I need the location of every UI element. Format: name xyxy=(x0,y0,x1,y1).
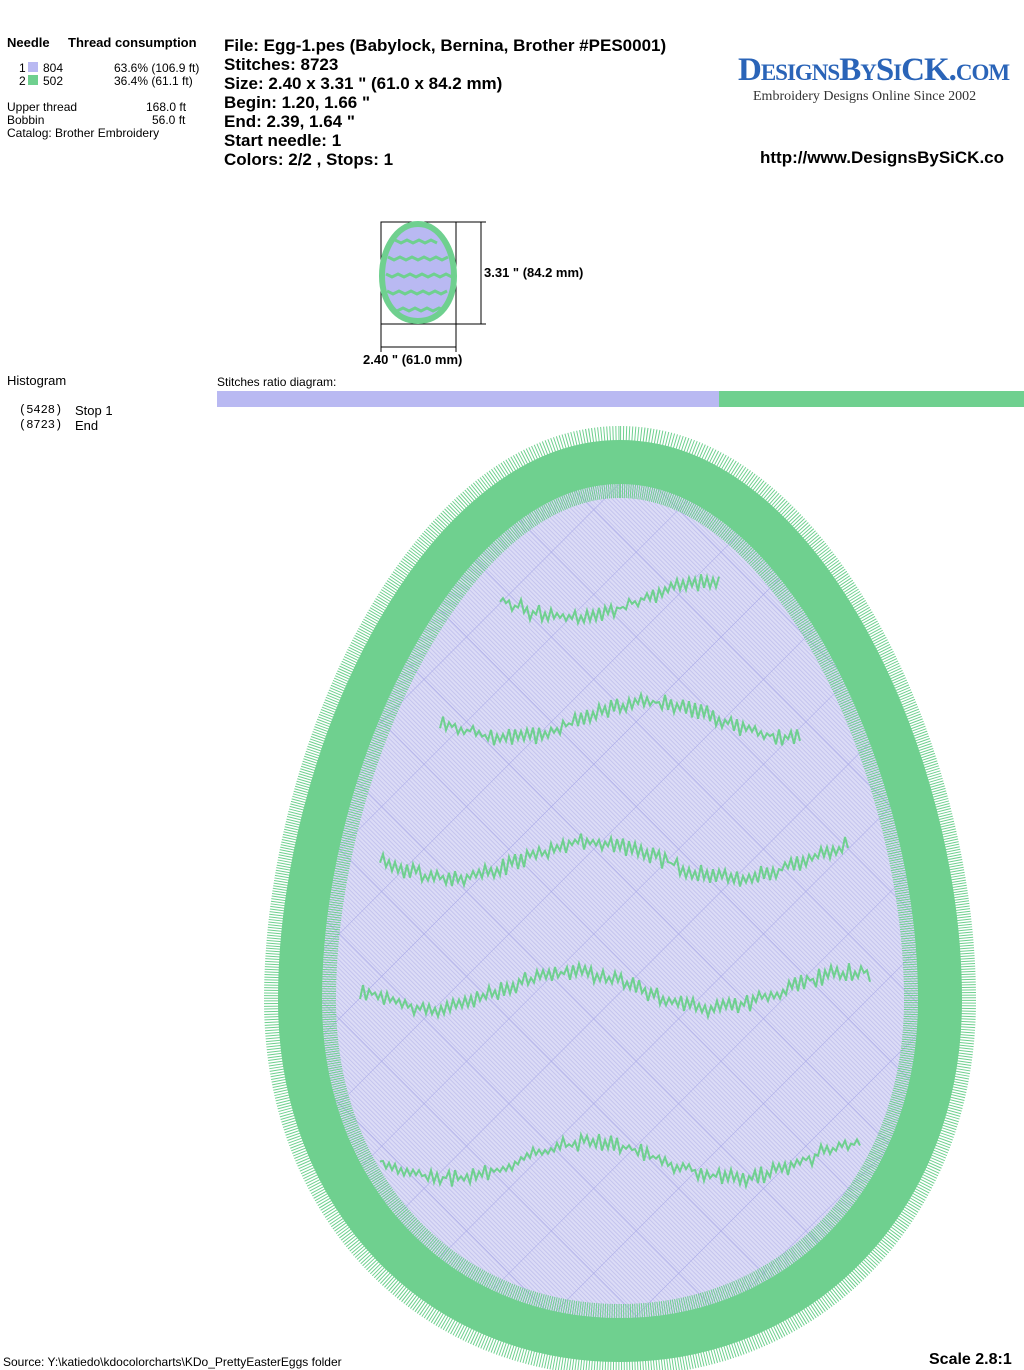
thumb-egg xyxy=(382,224,454,321)
histogram-title: Histogram xyxy=(7,373,66,388)
scale: Scale 2.8:1 xyxy=(929,1351,1012,1369)
ratio-label: Stitches ratio diagram: xyxy=(217,375,336,389)
histogram-count: (5428) xyxy=(19,403,62,417)
ratio-bar-1 xyxy=(217,391,719,407)
width-label: 2.40 " (61.0 mm) xyxy=(363,352,462,367)
histogram-label: Stop 1 xyxy=(75,403,113,418)
height-label: 3.31 " (84.2 mm) xyxy=(484,265,583,280)
histogram-count: (8723) xyxy=(19,418,62,432)
ratio-bar-2 xyxy=(719,391,1024,407)
source: Source: Y:\katiedo\kdocolorcharts\KDo_Pr… xyxy=(3,1355,342,1369)
histogram-label: End xyxy=(75,418,98,433)
